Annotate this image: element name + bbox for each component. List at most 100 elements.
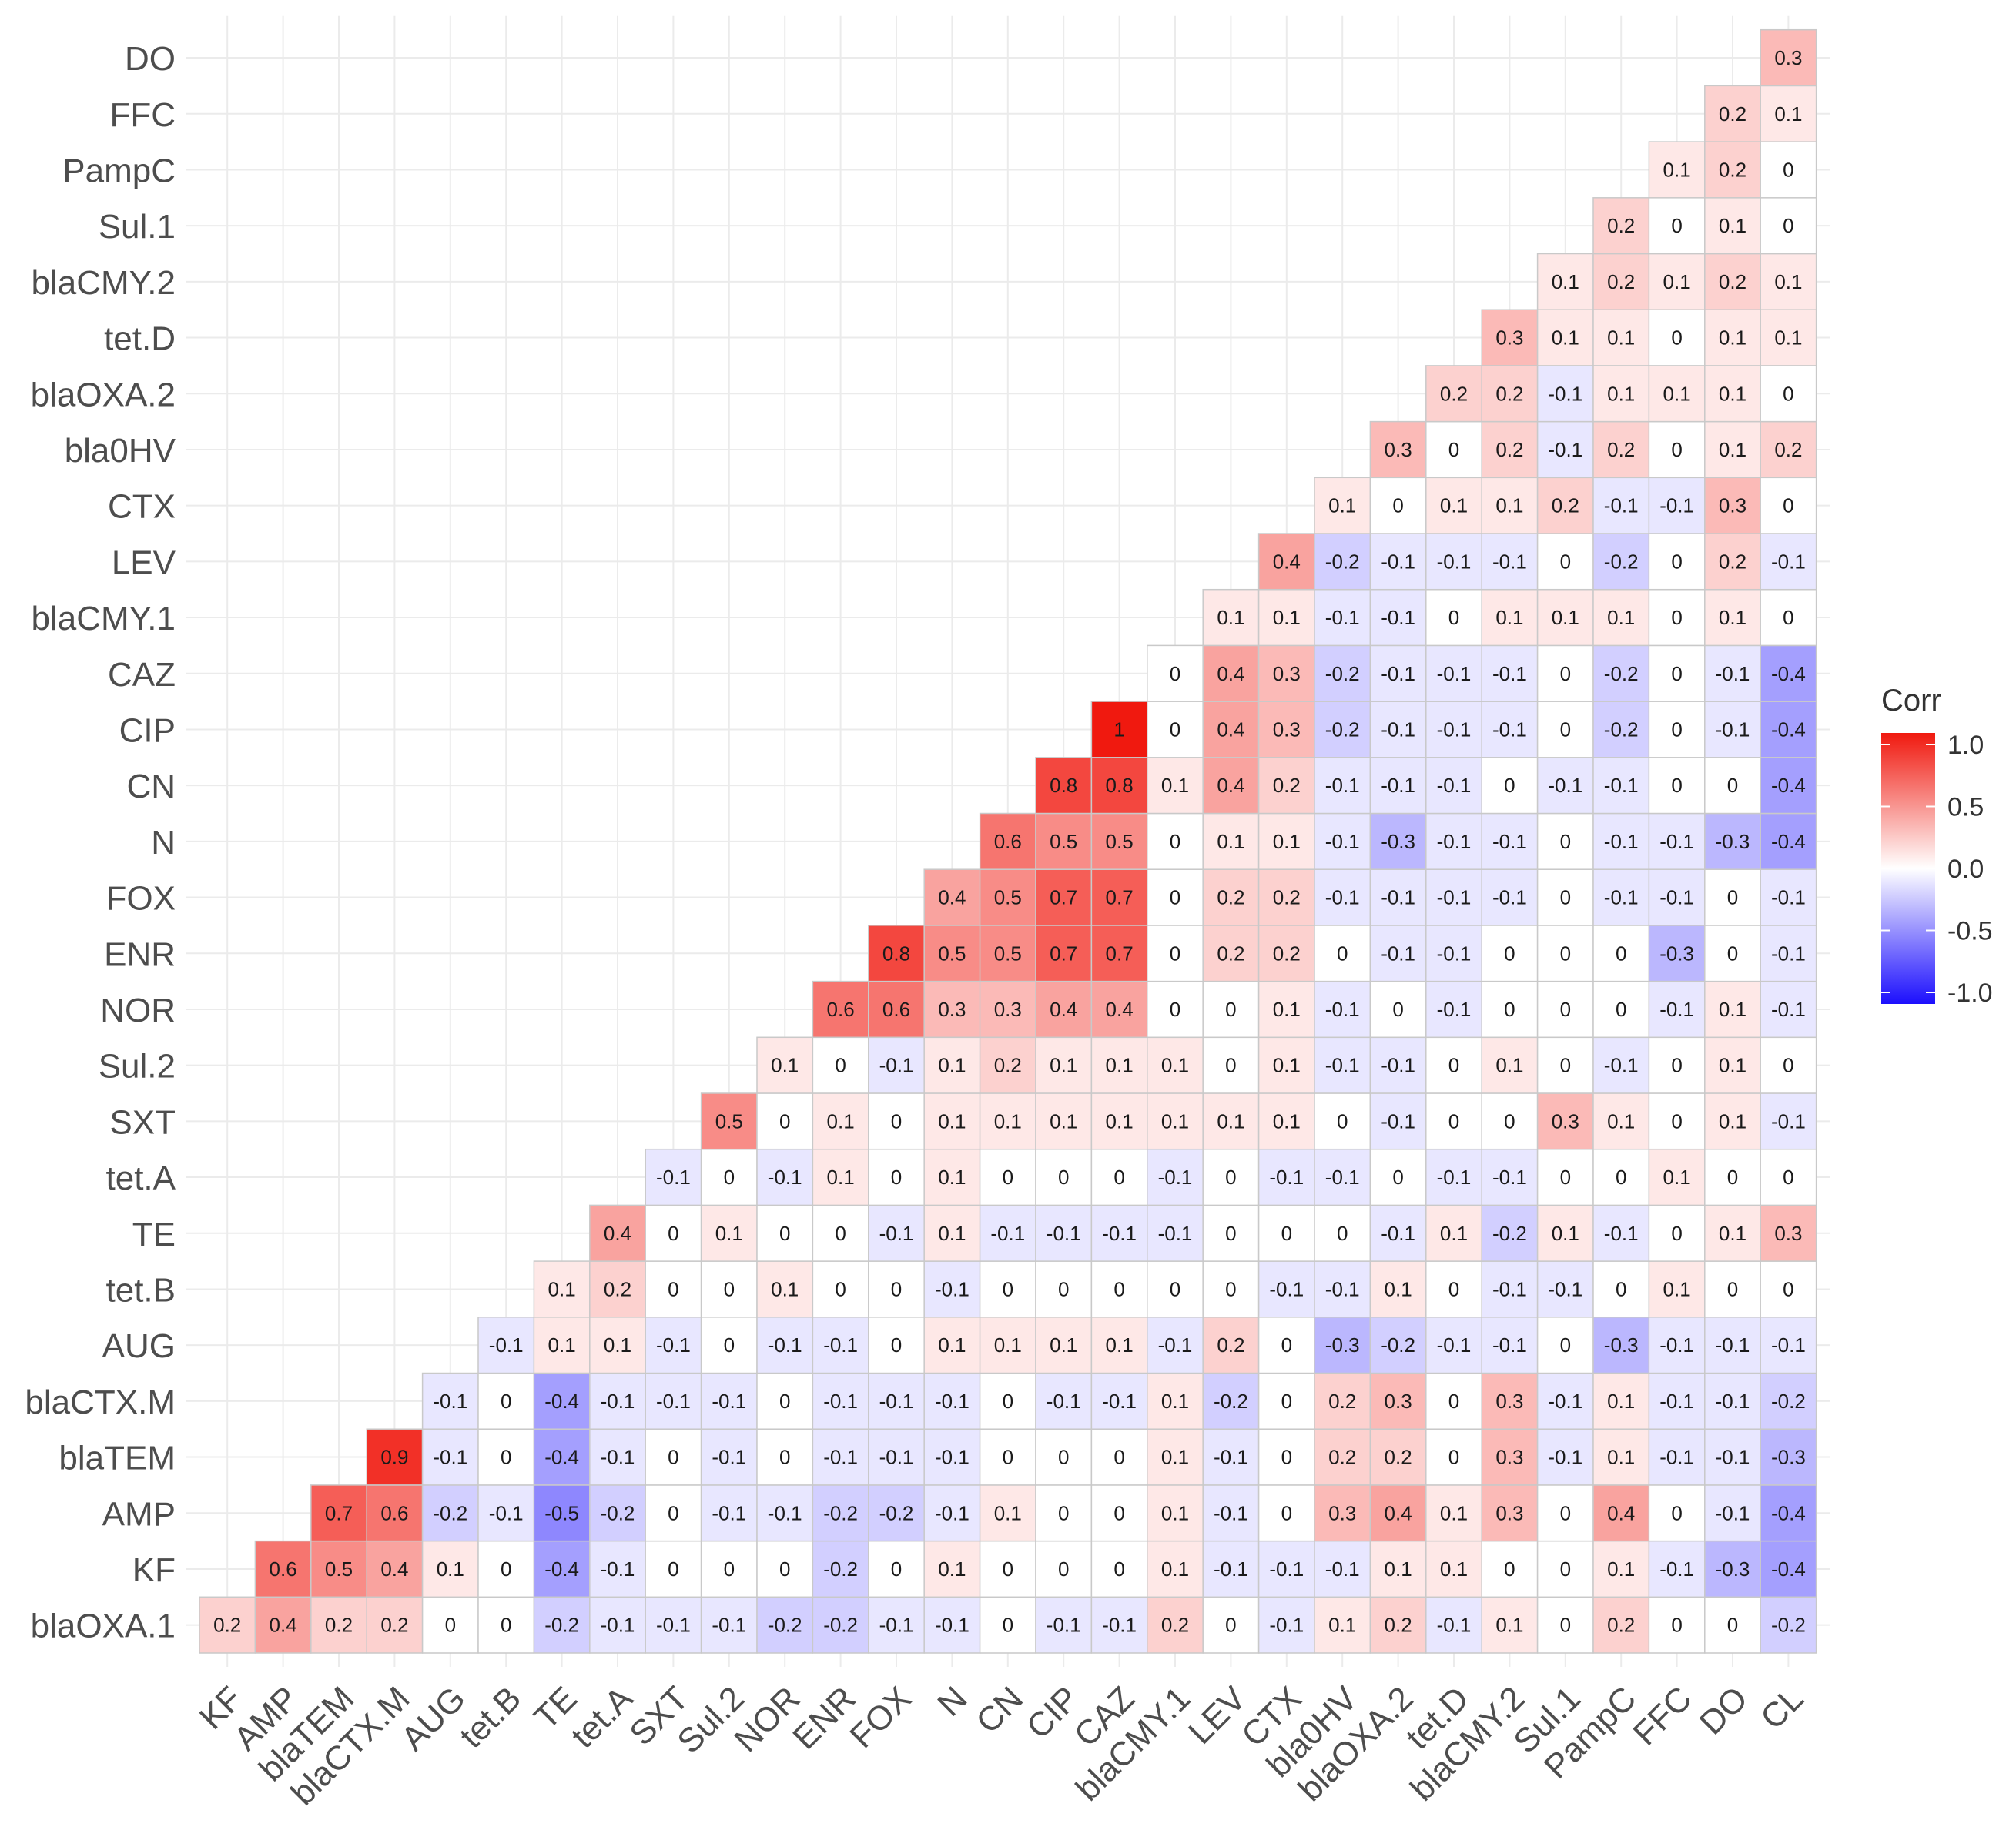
heatmap-cell: [533, 1596, 591, 1654]
cell-value-label: 0.1: [1495, 1054, 1523, 1077]
cell-value-label: 0.2: [1273, 942, 1301, 965]
cell-value-label: -0.1: [1214, 1501, 1248, 1524]
cell-value-label: 0: [779, 1109, 790, 1133]
cell-value-label: 0: [1225, 998, 1236, 1021]
cell-value-label: 0: [1058, 1277, 1069, 1300]
y-tick-label: AUG: [102, 1327, 176, 1365]
heatmap-cell: [1369, 1260, 1427, 1318]
cell-value-label: 0: [1560, 998, 1571, 1021]
heatmap-cell: [1481, 1036, 1539, 1094]
heatmap-cell: [756, 1036, 814, 1094]
heatmap-cell: [1536, 812, 1594, 870]
cell-value-label: -0.1: [1269, 1277, 1304, 1300]
cell-value-label: 0: [891, 1558, 902, 1581]
cell-value-label: -0.1: [1716, 1446, 1750, 1469]
cell-value-label: 0.1: [437, 1558, 464, 1581]
cell-value-label: -0.1: [879, 1446, 914, 1469]
cell-value-label: -0.2: [1604, 718, 1639, 741]
cell-value-label: 0.1: [1161, 1390, 1189, 1413]
cell-value-label: 0: [1671, 1222, 1682, 1245]
heatmap-cell: [1425, 1204, 1482, 1262]
cell-value-label: -0.1: [1325, 1054, 1360, 1077]
heatmap-cell: [1035, 1428, 1093, 1486]
cell-value-label: -0.2: [1325, 662, 1360, 685]
cell-value-label: -0.3: [1325, 1333, 1360, 1357]
heatmap-cell: [1147, 1204, 1204, 1262]
heatmap-cell: [868, 1260, 925, 1318]
y-tick-label: FOX: [106, 880, 176, 918]
cell-value-label: 0.4: [604, 1222, 631, 1245]
cell-value-label: 0.2: [1385, 1446, 1412, 1469]
heatmap-cell: [589, 1372, 646, 1430]
cell-value-label: -0.1: [1437, 942, 1472, 965]
cell-value-label: -0.2: [1604, 550, 1639, 573]
cell-value-label: -0.1: [1604, 774, 1639, 797]
cell-value-label: 0.4: [1273, 550, 1301, 573]
heatmap-cell: [756, 1372, 814, 1430]
cell-value-label: -0.1: [1492, 718, 1527, 741]
heatmap-cell: [923, 1260, 981, 1318]
legend-tick-label: -1.0: [1947, 979, 1993, 1008]
cell-value-label: -0.2: [1325, 718, 1360, 741]
cell-value-label: 0.2: [1440, 382, 1468, 405]
cell-value-label: -0.2: [1604, 662, 1639, 685]
cell-value-label: -0.1: [1381, 718, 1415, 741]
cell-value-label: -0.1: [1325, 606, 1360, 629]
heatmap-cell: [1035, 1317, 1093, 1374]
heatmap-cell: [923, 1428, 981, 1486]
heatmap-cell: [1648, 1204, 1706, 1262]
heatmap-cell: [1648, 253, 1706, 310]
cell-value-label: 0: [1113, 1277, 1124, 1300]
cell-value-label: 0: [1560, 886, 1571, 909]
heatmap-cell: [700, 1204, 758, 1262]
heatmap-cell: [1536, 309, 1594, 366]
y-tick-label: tet.B: [106, 1271, 176, 1309]
heatmap-cell: [1536, 701, 1594, 758]
heatmap-cell: [979, 1317, 1036, 1374]
cell-value-label: 0: [1671, 438, 1682, 461]
cell-value-label: 0.1: [1050, 1109, 1077, 1133]
cell-value-label: 0.1: [1719, 1109, 1746, 1133]
cell-value-label: -0.1: [1437, 662, 1472, 685]
heatmap-cell: [812, 1317, 869, 1374]
heatmap-cell: [1425, 925, 1482, 982]
cell-value-label: 0: [1671, 214, 1682, 237]
cell-value-label: -0.1: [1548, 1446, 1582, 1469]
cell-value-label: -0.1: [1437, 1166, 1472, 1189]
cell-value-label: -0.1: [935, 1614, 969, 1637]
heatmap-cell: [979, 1372, 1036, 1430]
heatmap-cell: [1592, 980, 1650, 1039]
cell-value-label: -0.1: [935, 1446, 969, 1469]
heatmap-cell: [1147, 1036, 1204, 1094]
cell-value-label: -0.1: [1659, 998, 1694, 1021]
heatmap-cell: [1648, 1484, 1706, 1542]
cell-value-label: 0: [1392, 1166, 1403, 1189]
heatmap-cell: [1369, 477, 1427, 534]
heatmap-cell: [1147, 1260, 1204, 1318]
cell-value-label: 0: [724, 1277, 735, 1300]
cell-value-label: 0: [1616, 998, 1626, 1021]
cell-value-label: -0.2: [544, 1614, 579, 1637]
heatmap-cell: [310, 1596, 367, 1654]
cell-value-label: 0: [668, 1222, 678, 1245]
heatmap-cell: [1760, 980, 1817, 1039]
heatmap-cell: [1369, 868, 1427, 926]
heatmap-cell: [1257, 1092, 1315, 1150]
heatmap-cell: [1704, 1372, 1761, 1430]
heatmap-cell: [366, 1428, 424, 1486]
heatmap-cell: [1481, 588, 1539, 647]
cell-value-label: 0: [835, 1277, 846, 1300]
heatmap-cell: [1147, 812, 1204, 870]
cell-value-label: 0: [1671, 326, 1682, 350]
cell-value-label: -0.1: [1492, 662, 1527, 685]
cell-value-label: 0.1: [1774, 102, 1802, 125]
cell-value-label: 0: [1616, 1166, 1626, 1189]
cell-value-label: 0.1: [1663, 158, 1691, 181]
cell-value-label: 0: [1058, 1446, 1069, 1469]
cell-value-label: 0: [1281, 1390, 1292, 1413]
heatmap-cell: [366, 1596, 424, 1654]
cell-value-label: 0.2: [1161, 1614, 1189, 1637]
cell-value-label: 0.1: [938, 1109, 966, 1133]
cell-value-label: 0.8: [1050, 774, 1077, 797]
heatmap-cell: [1257, 588, 1315, 647]
